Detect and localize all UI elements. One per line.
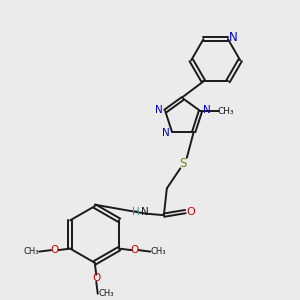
Text: N: N [161,128,169,138]
Text: H: H [132,208,140,218]
Text: CH₃: CH₃ [151,247,167,256]
Text: N: N [203,105,211,115]
Text: CH₃: CH₃ [98,289,114,298]
Text: CH₃: CH₃ [23,247,38,256]
Text: N: N [229,31,238,44]
Text: O: O [50,245,59,255]
Text: CH₃: CH₃ [218,106,234,116]
Text: N: N [155,105,163,115]
Text: S: S [180,157,187,169]
Text: N: N [141,208,149,218]
Text: O: O [92,273,100,283]
Text: O: O [186,207,195,217]
Text: O: O [131,245,139,255]
